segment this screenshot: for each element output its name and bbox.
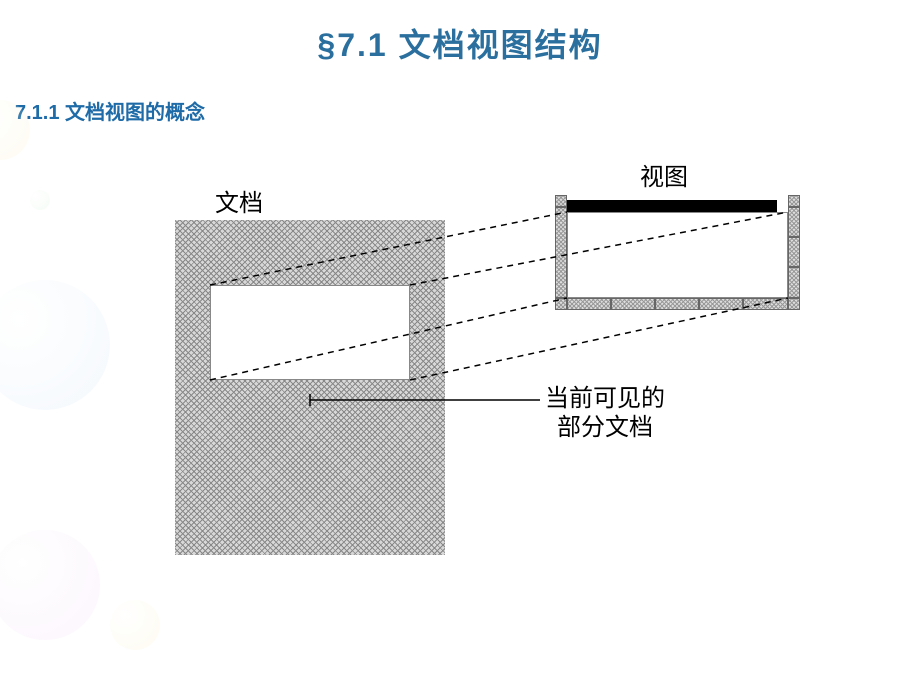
view-frame-cell — [611, 298, 655, 310]
document-box — [175, 220, 445, 555]
view-frame-cell — [788, 237, 800, 267]
view-frame-cell — [555, 195, 567, 207]
view-frame-cell — [788, 298, 800, 310]
view-frame-cell — [567, 298, 611, 310]
annotation-line1: 当前可见的 — [545, 386, 665, 412]
view-frame-cell — [699, 298, 743, 310]
sub-heading: 7.1.1 文档视图的概念 — [15, 96, 920, 125]
view-frame-cell — [743, 298, 788, 310]
page-title: §7.1 文档视图结构 — [0, 0, 920, 66]
view-frame-cell — [788, 207, 800, 237]
document-label: 文档 — [215, 183, 263, 218]
diagram: 文档 视图 当前可见的 部分文档 — [0, 145, 920, 665]
annotation-line2: 部分文档 — [557, 415, 653, 441]
title-text: §7.1 文档视图结构 — [317, 27, 602, 63]
document-visible-area — [210, 285, 410, 380]
view-frame-cell — [555, 298, 567, 310]
view-frame-cell — [555, 207, 567, 298]
view-window-client — [567, 212, 788, 298]
view-frame-cell — [788, 195, 800, 207]
annotation-text: 当前可见的 部分文档 — [545, 385, 665, 443]
view-window-titlebar — [567, 200, 777, 212]
view-frame-cell — [655, 298, 699, 310]
view-label: 视图 — [640, 157, 688, 192]
view-frame-cell — [788, 267, 800, 298]
